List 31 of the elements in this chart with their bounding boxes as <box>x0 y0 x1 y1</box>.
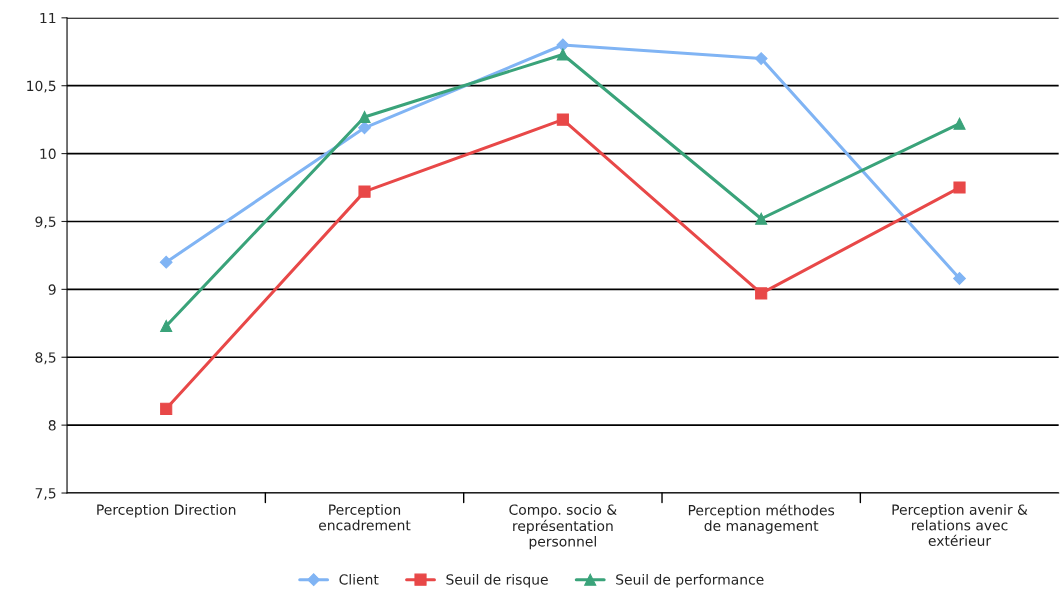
x-tick-label: Compo. socio & représentation personnel <box>509 504 617 550</box>
x-tick-label: Perception encadrement <box>319 504 411 531</box>
legend-label: Client <box>339 574 379 585</box>
point <box>556 48 569 61</box>
point <box>556 113 569 126</box>
point <box>160 319 173 333</box>
point <box>556 38 570 52</box>
legend-label: Seuil de performance <box>616 574 764 588</box>
x-tick-label: Perception Direction <box>97 504 236 518</box>
y-tick-label: 8,5 <box>35 352 56 365</box>
x-tick-label: Perception avenir & relations avec extérieur <box>892 504 1028 546</box>
point <box>358 110 371 124</box>
y-tick-label: 8 <box>48 420 56 431</box>
y-tick-label: 9,5 <box>35 216 56 229</box>
point <box>754 52 768 65</box>
point <box>358 185 371 198</box>
y-tick-label: 9 <box>48 284 56 295</box>
point <box>159 255 173 269</box>
point <box>953 272 966 285</box>
point <box>755 212 768 225</box>
x-tick-label: Perception méthodes de management <box>688 504 835 534</box>
legend-label: Seuil de risque <box>446 574 548 588</box>
point <box>755 287 768 300</box>
point <box>953 181 966 194</box>
y-tick-label: 10 <box>40 148 56 160</box>
point <box>358 121 371 135</box>
point <box>953 117 966 130</box>
point <box>160 402 173 415</box>
y-tick-label: 7,5 <box>35 488 56 500</box>
y-tick-label: 11 <box>40 12 56 24</box>
y-tick-label: 10,5 <box>27 80 56 93</box>
